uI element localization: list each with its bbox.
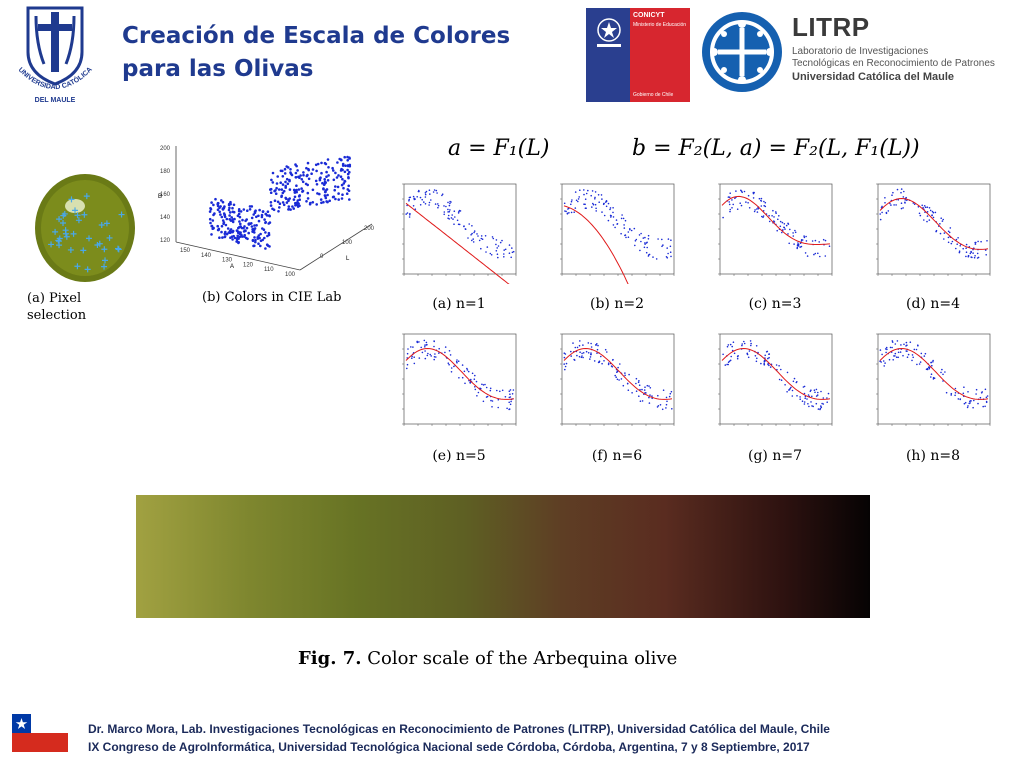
fit-plot-caption-6: (f) n=6 bbox=[591, 448, 643, 464]
scatter-x-tick: 150 bbox=[180, 248, 191, 254]
fit-plot-3 bbox=[718, 183, 833, 276]
scatter-z-tick: 200 bbox=[364, 226, 375, 232]
university-logo-subtext: DEL MAULE bbox=[35, 97, 76, 104]
fit-plot-caption-8: (h) n=8 bbox=[905, 448, 961, 464]
scatter-x-tick: 120 bbox=[243, 262, 254, 268]
fit-plot-caption-5: (e) n=5 bbox=[432, 448, 486, 464]
university-logo: UNIVERSIDAD CATÓLICA DEL MAULE bbox=[17, 6, 94, 104]
fit-plot-6 bbox=[560, 333, 675, 426]
scatter-y-tick: 180 bbox=[160, 169, 171, 175]
fit-plot-7 bbox=[718, 333, 833, 426]
slide-title: Creación de Escala de Colores para las O… bbox=[122, 23, 511, 82]
olive-color-scale bbox=[136, 495, 870, 618]
figure-caption-text: Color scale of the Arbequina olive bbox=[367, 648, 678, 669]
conicyt-name: CONICYT bbox=[633, 12, 665, 19]
equation-a: a = F₁(L) bbox=[448, 136, 550, 161]
chile-seal-icon bbox=[597, 18, 621, 47]
scatter-y-tick: 120 bbox=[160, 238, 171, 244]
litrp-subtitle-2: Tecnológicas en Reconocimiento de Patron… bbox=[792, 58, 995, 69]
fit-plot-caption-3: (c) n=3 bbox=[748, 296, 802, 312]
scatter-x-tick: 140 bbox=[201, 253, 212, 259]
scatter-y-tick: 160 bbox=[160, 192, 171, 198]
fit-plot-5 bbox=[402, 333, 517, 426]
fit-plot-4 bbox=[876, 183, 991, 276]
caption-cie-lab: (b) Colors in CIE Lab bbox=[202, 290, 342, 305]
scatter-z-label: L bbox=[346, 256, 350, 262]
scatter-z-tick: 0 bbox=[320, 254, 324, 260]
equation-b: b = F₂(L, a) = F₂(L, F₁(L)) bbox=[632, 136, 920, 161]
scatter-y-tick: 200 bbox=[160, 146, 171, 152]
fit-plot-caption-2: (b) n=2 bbox=[590, 296, 644, 312]
scatter-x-label: A bbox=[230, 264, 234, 270]
fit-plot-1 bbox=[402, 183, 517, 284]
caption-pixel-selection: (a) Pixel selection bbox=[27, 291, 87, 323]
conicyt-ministry: Ministerio de Educación bbox=[633, 22, 687, 28]
scatter-y-label: B bbox=[158, 194, 162, 200]
fit-plot-caption-1: (a) n=1 bbox=[432, 296, 486, 312]
conicyt-logo: CONICYT Ministerio de Educación Gobierno… bbox=[586, 8, 690, 102]
footer-author: Dr. Marco Mora, Lab. Investigaciones Tec… bbox=[88, 722, 830, 736]
scatter-x-tick: 100 bbox=[285, 272, 296, 278]
scatter-x-tick: 130 bbox=[222, 258, 233, 264]
figure-caption: Fig. 7. Color scale of the Arbequina oli… bbox=[298, 648, 677, 669]
fit-plot-2 bbox=[560, 183, 675, 284]
scatter-z-tick: 100 bbox=[342, 240, 353, 246]
chile-flag-icon bbox=[12, 714, 68, 752]
figure-label: Fig. 7. bbox=[298, 648, 362, 669]
litrp-university: Universidad Católica del Maule bbox=[792, 71, 954, 83]
scatter-y-tick: 140 bbox=[160, 215, 171, 221]
fit-plot-8 bbox=[876, 333, 991, 426]
fit-plot-caption-4: (d) n=4 bbox=[906, 296, 960, 312]
footer-event: IX Congreso de AgroInformática, Universi… bbox=[88, 740, 810, 754]
scatter-x-tick: 110 bbox=[264, 267, 274, 273]
cie-lab-scatter-plot: 200 180 160 140 120 150 140 130 120 110 100 200 10… bbox=[158, 146, 375, 278]
olive-pixel-selection-image bbox=[30, 168, 140, 286]
conicyt-government: Gobierno de Chile bbox=[633, 92, 674, 98]
fit-plot-caption-7: (g) n=7 bbox=[748, 448, 802, 464]
litrp-name: LITRP bbox=[792, 12, 870, 42]
litrp-subtitle-1: Laboratorio de Investigaciones bbox=[792, 46, 929, 57]
litrp-emblem-icon bbox=[702, 12, 782, 92]
